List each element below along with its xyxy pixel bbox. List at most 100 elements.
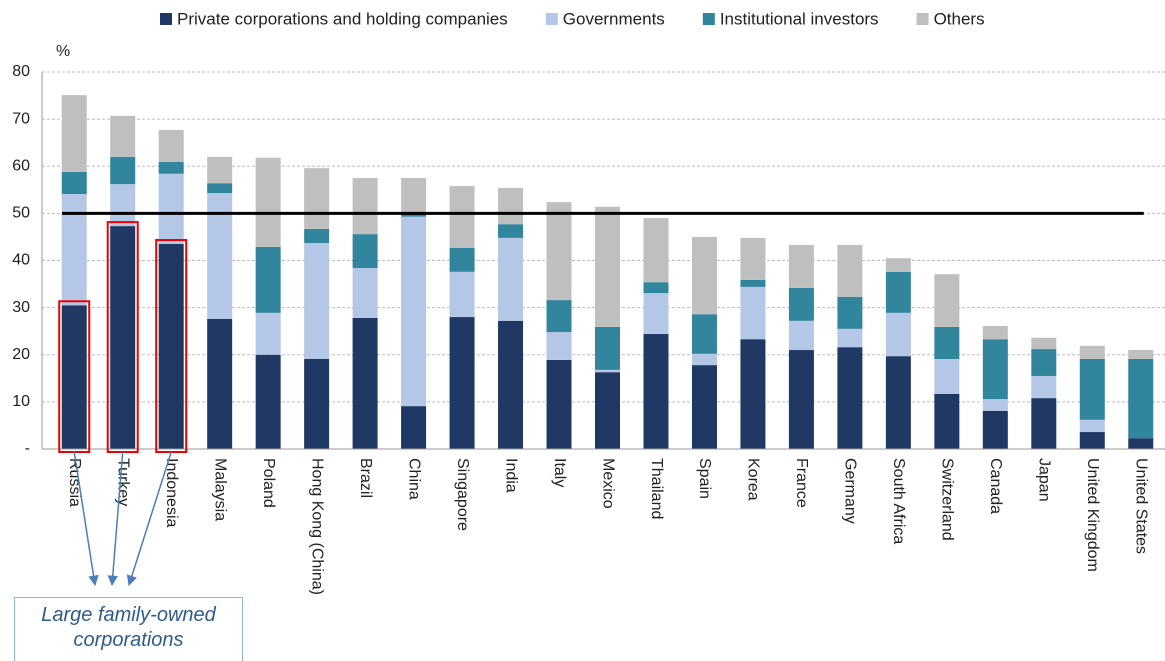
y-tick-label: 40 (12, 252, 30, 269)
x-tick-label: Canada (987, 458, 1004, 514)
x-tick-label: Singapore (454, 458, 471, 531)
bar-segment (449, 186, 475, 248)
legend-swatch (916, 13, 929, 25)
bar-segment (207, 156, 233, 184)
bar-segment (546, 332, 572, 360)
bar-segment (885, 356, 911, 449)
y-tick-label: 50 (12, 205, 30, 222)
x-tick-label: France (793, 458, 810, 508)
bar-segment (255, 246, 281, 313)
bar-segment (1128, 350, 1154, 359)
bar-segment (982, 326, 1008, 340)
bar-segment (643, 293, 669, 335)
bar-segment (595, 369, 620, 373)
bar-segment (788, 244, 814, 288)
bar-segment (61, 95, 87, 172)
bar-segment (546, 300, 572, 333)
bar-segment (304, 358, 330, 449)
bar-segment (643, 282, 669, 294)
bar-segment (837, 347, 863, 449)
legend-swatch (545, 13, 558, 25)
x-tick-label: Italy (551, 458, 568, 487)
x-tick-label: Switzerland (939, 458, 956, 541)
bar-segment (61, 171, 87, 195)
x-tick-label: Mexico (599, 458, 616, 509)
bar-segment (740, 286, 766, 340)
legend-swatch (702, 13, 715, 25)
bar-segment (352, 268, 378, 318)
bar-segment (255, 157, 281, 247)
bar-segment (110, 226, 136, 449)
bar-segment (449, 247, 475, 272)
legend-label: Governments (563, 9, 665, 28)
bar-segment (982, 399, 1008, 411)
bar-segment (1079, 419, 1105, 433)
bar-segment (691, 236, 717, 315)
bar-segment (1079, 358, 1105, 420)
bar-segment (158, 244, 184, 449)
y-tick-label: 70 (12, 110, 30, 127)
bar-segment (837, 244, 863, 297)
bar-segment (498, 187, 524, 225)
bar-segment (837, 296, 863, 329)
bar-segment (498, 237, 524, 321)
bar-segment (595, 206, 620, 327)
bar-segment (1128, 358, 1154, 439)
x-tick-label: India (502, 458, 519, 493)
bar-segment (740, 339, 766, 449)
bar-segment (207, 183, 233, 194)
bar-segment (885, 271, 911, 313)
x-tick-label: United States (1133, 458, 1150, 554)
bar-segment (498, 320, 524, 449)
y-axis-label: % (56, 43, 70, 60)
x-tick-label: Poland (260, 458, 277, 508)
bar-segment (934, 393, 960, 449)
y-tick-label: - (25, 440, 30, 457)
bar-segment (595, 372, 620, 449)
arrow (73, 451, 99, 587)
bar-segment (788, 320, 814, 351)
bar-segment (498, 224, 524, 238)
bar-segment (255, 354, 281, 449)
bar-segment (401, 216, 427, 407)
bar-segment (934, 358, 960, 394)
arrow (126, 451, 172, 587)
y-tick-label: 20 (12, 346, 30, 363)
bar-segment (691, 365, 717, 449)
bar-segment (304, 228, 330, 244)
x-tick-label: Thailand (648, 458, 665, 519)
bar-segment (837, 328, 863, 348)
bar-segment (304, 243, 330, 359)
bar-segment (740, 279, 766, 287)
bar-segment (158, 162, 184, 174)
bar-segment (449, 317, 475, 449)
bar-segment (982, 410, 1008, 449)
bar-segment (401, 406, 427, 449)
bar-segment (934, 274, 960, 327)
bar-segment (1031, 337, 1057, 350)
bar-segment (61, 305, 87, 449)
legend-swatch (160, 13, 172, 25)
bar-segment (352, 317, 378, 449)
bar-segment (1128, 438, 1154, 449)
bar-segment (158, 129, 184, 163)
x-tick-label: South Africa (890, 458, 907, 544)
x-tick-label: Malaysia (211, 458, 228, 521)
bar-segment (110, 115, 136, 157)
bar-segment (740, 237, 766, 280)
bar-segment (207, 318, 233, 449)
bar-segment (110, 184, 136, 227)
bar-segment (982, 339, 1008, 400)
bar-segment (1079, 432, 1105, 449)
bar-segment (643, 334, 669, 449)
bar-segment (401, 178, 427, 212)
bar-segment (110, 156, 136, 185)
x-tick-label: China (405, 458, 422, 500)
legend-label: Institutional investors (720, 9, 879, 28)
bar-segment (352, 178, 378, 235)
x-tick-label: Brazil (357, 458, 374, 498)
legend-label: Others (934, 9, 985, 28)
x-tick-label: Hong Kong (China) (308, 458, 325, 595)
